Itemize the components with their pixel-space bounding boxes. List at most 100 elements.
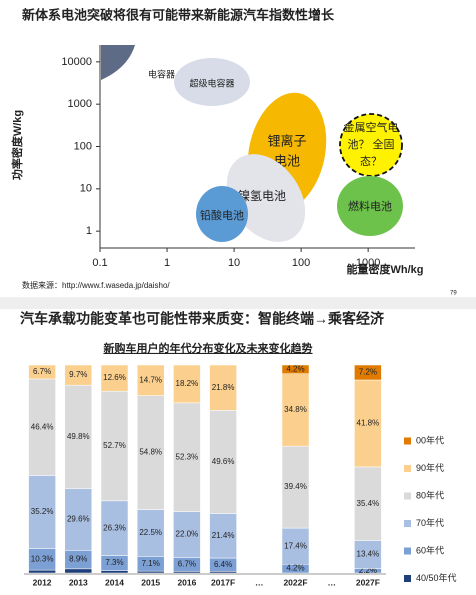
value-label: 12.6%: [103, 373, 126, 382]
value-label: 7.3%: [105, 558, 123, 567]
value-label: 49.6%: [212, 457, 235, 466]
x-tick-label: 2014: [105, 577, 124, 587]
bar-segment: [354, 379, 382, 468]
y-tick-label: 10: [80, 183, 92, 195]
legend-swatch: [404, 437, 411, 445]
value-label: 4.2%: [286, 564, 304, 573]
x-tick-label: 2012: [33, 577, 52, 587]
value-label: 13.4%: [357, 550, 380, 559]
legend-swatch: [404, 520, 411, 527]
value-label: 29.6%: [67, 515, 90, 524]
bar-segment: [173, 364, 201, 404]
divider: [0, 297, 476, 309]
value-label: 35.4%: [357, 499, 380, 508]
x-tick-label: 0.1: [92, 257, 107, 269]
bar-segment: [136, 570, 165, 574]
region-label: 锂离子: [267, 133, 306, 148]
source: 数据来源：http://www.f.waseda.jp/daisho/: [22, 280, 170, 290]
x-tick-label: 2016: [177, 577, 196, 587]
bar-segment: [281, 373, 310, 447]
legend-label: 60年代: [416, 544, 444, 555]
y-tick-label: 1000: [68, 98, 92, 110]
bar-segment: [28, 364, 56, 380]
bar-segment: [136, 395, 165, 510]
legend-label: 90年代: [416, 462, 444, 473]
value-label: 35.2%: [31, 507, 54, 516]
x-tick-label: 2027F: [356, 577, 380, 587]
legend-swatch: [404, 492, 411, 500]
value-label: 34.8%: [284, 405, 307, 414]
value-label: 22.5%: [139, 528, 162, 537]
bar-segment: [281, 364, 310, 374]
y-tick-label: 100: [74, 140, 92, 152]
value-label: 17.4%: [284, 541, 307, 550]
x-tick-label: 2015: [141, 577, 160, 587]
region: [174, 58, 250, 106]
value-label: 22.0%: [176, 530, 199, 539]
bottom-title: 汽车承载功能变革也可能性带来质变：智能终端→乘客经济: [20, 311, 385, 327]
value-label: 7.1%: [142, 559, 160, 568]
region: [101, 45, 135, 80]
value-label: 8.9%: [69, 555, 87, 564]
value-label: 46.4%: [31, 422, 54, 431]
x-tick-label: 1: [164, 257, 170, 269]
region-label: 池？ 全固: [347, 137, 394, 151]
value-label: 21.4%: [212, 531, 235, 540]
value-label: 21.8%: [212, 383, 235, 392]
region-label: 超级电容器: [189, 77, 234, 88]
value-label: 26.3%: [103, 523, 126, 532]
region: [339, 113, 403, 177]
legend-label: 40/50年代: [416, 572, 457, 583]
y-axis-label: 功率密度W/kg: [10, 110, 24, 180]
value-label: 10.3%: [31, 554, 54, 563]
x-tick-label: 100: [292, 257, 310, 269]
value-label: 39.4%: [284, 482, 307, 491]
bar-segment: [64, 568, 93, 574]
x-tick-label: …: [255, 577, 264, 587]
bar-segment: [64, 364, 93, 386]
x-tick-label: …: [327, 577, 336, 587]
chart-subtitle: 新购车用户的年代分布变化及未来变化趋势: [104, 341, 313, 355]
bar-segment: [281, 527, 310, 565]
value-label: 6.7%: [33, 367, 51, 376]
x-axis-label: 能量密度Wh/kg: [347, 262, 424, 276]
value-label: 6.4%: [214, 560, 232, 569]
value-label: 52.3%: [176, 452, 199, 461]
legend-swatch: [404, 547, 411, 555]
region-label: 铅酸电池: [200, 208, 244, 222]
bar-segment: [100, 390, 129, 502]
bar-segment: [100, 570, 129, 574]
bar-segment: [209, 364, 237, 411]
value-label: 18.2%: [176, 379, 199, 388]
x-tick-label: 10: [228, 257, 240, 269]
bar-segment: [136, 364, 165, 396]
region: [196, 186, 248, 242]
region: [337, 176, 403, 236]
value-label: 7.2%: [359, 368, 377, 377]
legend-label: 00年代: [416, 434, 444, 445]
value-label: 54.8%: [139, 448, 162, 457]
legend-label: 70年代: [416, 517, 444, 528]
value-label: 52.7%: [103, 441, 126, 450]
value-label: 4.2%: [286, 364, 304, 373]
x-tick-label: 1000: [356, 257, 380, 269]
value-label: 9.7%: [69, 370, 87, 379]
bar-segment: [28, 378, 56, 476]
bar-segment: [28, 569, 56, 574]
legend-swatch: [404, 465, 411, 472]
x-tick-label: 2022F: [283, 577, 307, 587]
legend-swatch: [404, 575, 411, 582]
bar-segment: [209, 410, 237, 514]
y-tick-label: 10000: [61, 56, 92, 68]
bar-segment: [354, 364, 382, 381]
bar-segment: [354, 466, 382, 541]
bar-segment: [100, 364, 129, 392]
bar-segment: [64, 384, 93, 490]
page-number: 79: [450, 291, 457, 297]
region-label: 燃料电池: [348, 199, 392, 213]
y-tick-label: 1: [86, 225, 92, 237]
value-label: 14.7%: [139, 375, 162, 384]
value-label: 2.2%: [359, 566, 377, 575]
